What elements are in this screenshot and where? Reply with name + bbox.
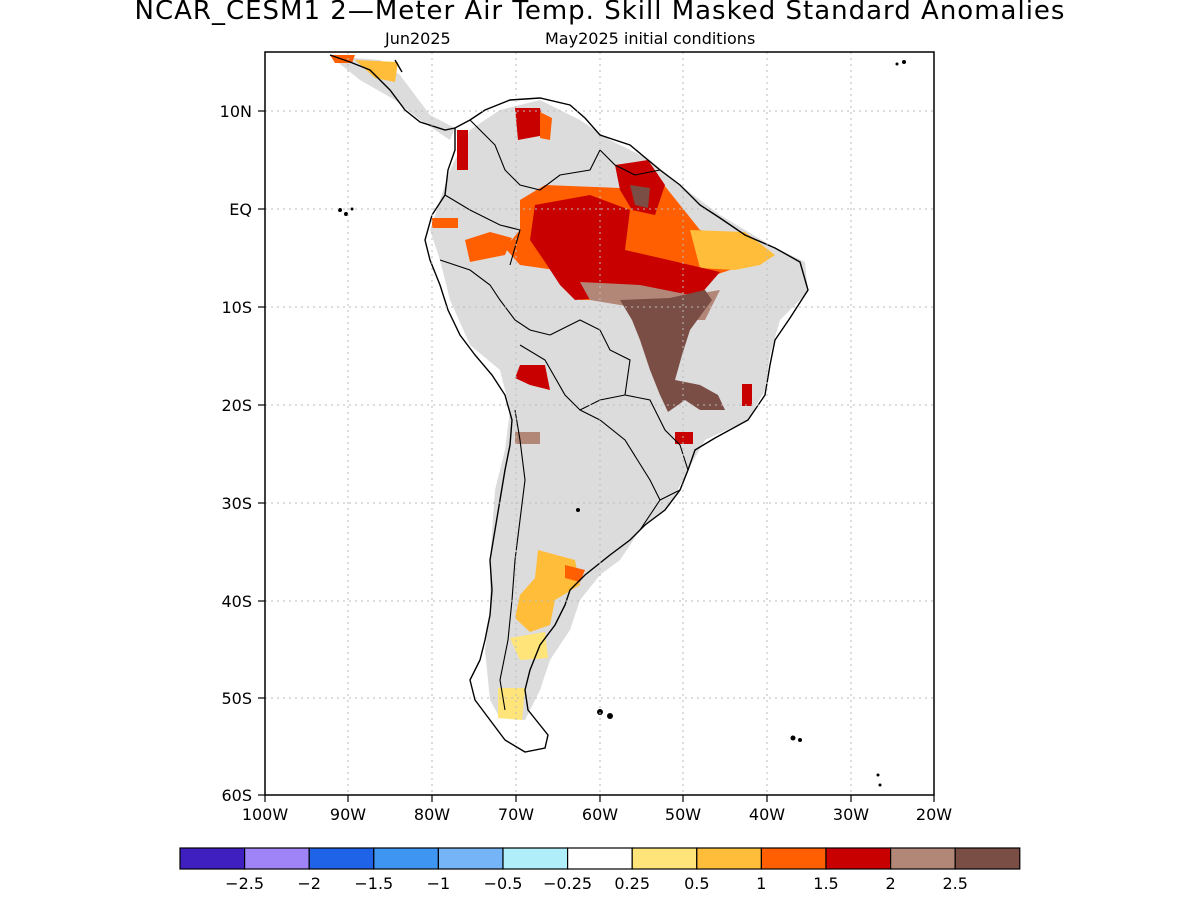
- anomaly-amazon-1.5to2: [530, 195, 720, 300]
- legend-label: 0.25: [614, 874, 650, 893]
- legend-swatch: [437, 847, 504, 870]
- legend-label: 1: [756, 874, 766, 893]
- lon-tick-label: 60W: [582, 805, 618, 824]
- legend-label: −0.5: [484, 874, 523, 893]
- color-legend: −2.5 −2 −1.5 −1 −0.5 −0.25 0.25 0.5 1 1.5 2 2.5: [179, 847, 1021, 893]
- legend-swatch: [954, 847, 1021, 870]
- legend-label: 0.5: [684, 874, 709, 893]
- anomaly-patagonia-south-0.25to0.5: [498, 688, 525, 720]
- anomaly-amazon-0.5to1: [690, 230, 775, 270]
- lon-tick-label: 50W: [665, 805, 701, 824]
- legend-swatch: [179, 847, 246, 870]
- legend-label: 1.5: [813, 874, 838, 893]
- legend-label: −1.5: [354, 874, 393, 893]
- lon-tick-label: 40W: [749, 805, 785, 824]
- coastlines: [329, 54, 809, 753]
- forecast-month: Jun2025: [385, 29, 451, 48]
- anomaly-minas-1.5to2: [742, 384, 752, 406]
- anomaly-ecuador-1to1.5: [432, 218, 458, 228]
- legend-swatch: [308, 847, 375, 870]
- lat-tick-label: EQ: [229, 200, 252, 219]
- lon-tick-label: 80W: [414, 805, 450, 824]
- legend-swatch: [631, 847, 698, 870]
- anomaly-central-america-0.5to1: [355, 60, 398, 82]
- lon-tick-label: 100W: [242, 805, 289, 824]
- lon-tick-label: 90W: [330, 805, 366, 824]
- legend-swatch: [244, 847, 310, 870]
- lon-tick-label: 70W: [498, 805, 534, 824]
- legend-swatch: [502, 847, 569, 870]
- legend-swatch: [566, 847, 633, 870]
- anomaly-central-brazil-above2.5: [620, 290, 725, 412]
- legend-label: −2: [297, 874, 321, 893]
- land-mask-central-america: [330, 56, 455, 140]
- lat-tick-label: 10S: [221, 298, 252, 317]
- anomaly-patagonia-0.5to1: [515, 550, 580, 632]
- lat-tick-label: 10N: [220, 102, 252, 121]
- legend-swatch: [760, 847, 827, 870]
- anomaly-venezuela-1to1.5: [540, 112, 552, 140]
- lat-tick-label: 30S: [221, 494, 252, 513]
- lon-tick-label: 20W: [916, 805, 952, 824]
- legend-swatch: [825, 847, 892, 870]
- legend-label: 2: [886, 874, 896, 893]
- initial-conditions-label: May2025 initial conditions: [545, 29, 756, 48]
- anomaly-colombia-1.5to2: [457, 130, 468, 170]
- legend-label: 2.5: [942, 874, 967, 893]
- chart-title: NCAR_CESM1 2—Meter Air Temp. Skill Maske…: [134, 0, 1066, 26]
- legend-swatch: [373, 847, 439, 870]
- country-borders: [439, 119, 689, 711]
- legend-swatch: [696, 847, 762, 870]
- anomaly-peru-north-1to1.5: [465, 232, 512, 262]
- lon-tick-label: 30W: [833, 805, 869, 824]
- legend-label: −0.25: [543, 874, 592, 893]
- islands: [338, 60, 906, 787]
- map-area: [329, 54, 906, 787]
- latitude-axis: 10N EQ 10S 20S 30S 40S 50S 60S: [220, 102, 265, 805]
- anomaly-patagonia-0.25to0.5: [510, 632, 548, 660]
- anomaly-bolivia-1.5to2: [515, 365, 550, 390]
- legend-swatch: [889, 847, 956, 870]
- anomaly-chile-north-2to2.5: [515, 432, 540, 444]
- longitude-axis: 100W 90W 80W 70W 60W 50W 40W 30W 20W: [242, 795, 952, 824]
- legend-label: −1: [427, 874, 451, 893]
- anomaly-guiana-above2.5: [630, 185, 650, 208]
- legend-label: −2.5: [225, 874, 264, 893]
- anomaly-parana-1.5to2: [675, 432, 693, 444]
- lat-tick-label: 50S: [221, 689, 252, 708]
- lat-tick-label: 20S: [221, 396, 252, 415]
- lat-tick-label: 40S: [221, 592, 252, 611]
- lat-tick-label: 60S: [221, 786, 252, 805]
- anomaly-argentina-1to1.5: [565, 565, 585, 582]
- anomaly-venezuela-1.5to2: [515, 108, 545, 140]
- gridlines: [265, 52, 934, 795]
